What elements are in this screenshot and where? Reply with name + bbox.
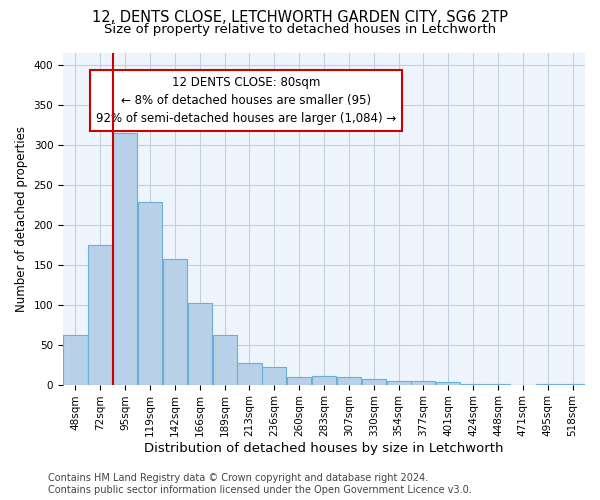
Bar [436,382,460,384]
Bar [312,376,336,384]
Bar [262,367,286,384]
Bar [163,259,187,384]
Bar [64,335,88,384]
Bar [113,132,137,384]
Bar [287,378,311,384]
Text: Contains HM Land Registry data © Crown copyright and database right 2024.
Contai: Contains HM Land Registry data © Crown c… [48,474,472,495]
Text: 12 DENTS CLOSE: 80sqm
← 8% of detached houses are smaller (95)
92% of semi-detac: 12 DENTS CLOSE: 80sqm ← 8% of detached h… [95,76,396,124]
Bar [188,303,212,384]
Bar [238,363,262,384]
Bar [362,379,386,384]
Bar [386,380,410,384]
X-axis label: Distribution of detached houses by size in Letchworth: Distribution of detached houses by size … [144,442,504,455]
Bar [337,376,361,384]
Bar [212,335,236,384]
Text: 12, DENTS CLOSE, LETCHWORTH GARDEN CITY, SG6 2TP: 12, DENTS CLOSE, LETCHWORTH GARDEN CITY,… [92,10,508,25]
Y-axis label: Number of detached properties: Number of detached properties [15,126,28,312]
Bar [412,382,436,384]
Bar [138,202,162,384]
Bar [88,244,112,384]
Text: Size of property relative to detached houses in Letchworth: Size of property relative to detached ho… [104,22,496,36]
